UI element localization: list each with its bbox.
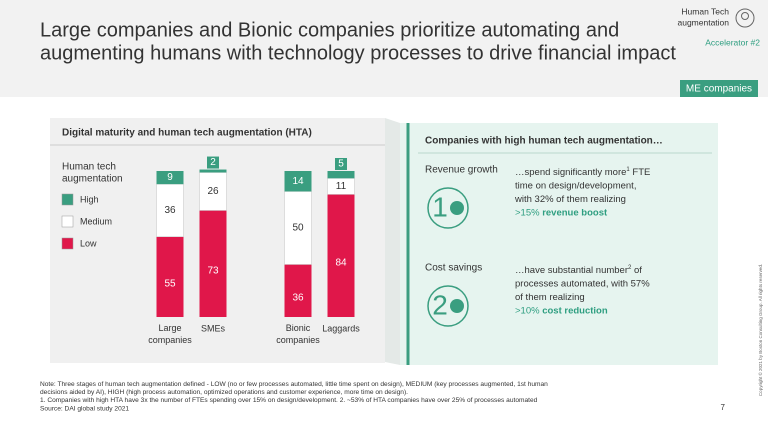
bar-segment <box>156 236 184 317</box>
finding-icon <box>427 187 469 229</box>
value-label-box <box>207 156 219 169</box>
finding-line: …have substantial number2 of <box>515 265 642 276</box>
segment-tag <box>680 80 758 97</box>
value-label: 36 <box>292 292 304 303</box>
value-label: 11 <box>336 181 347 192</box>
value-label: 9 <box>167 172 173 183</box>
segment-label: ME companies <box>686 84 752 95</box>
value-label: 14 <box>292 176 304 187</box>
text-run: 2 <box>628 265 632 271</box>
tag-icon <box>735 8 755 28</box>
x-tick-label: SMEs <box>201 323 226 333</box>
finding-heading: Cost savings <box>425 263 482 274</box>
finding-icon <box>450 201 464 215</box>
bar-segment <box>284 264 312 317</box>
text-run: time on design/development, <box>515 180 636 191</box>
note-line: Note: Three stages of human tech augment… <box>40 381 548 388</box>
value-label: 84 <box>335 257 347 268</box>
tag: Human Tech <box>681 6 729 16</box>
finding-line: >15% revenue boost <box>515 207 608 218</box>
x-tick-label: Laggards <box>322 323 360 333</box>
bar-segment <box>199 172 227 211</box>
tag-icon <box>741 12 749 20</box>
bar-segment <box>199 210 227 317</box>
note-line: decisions aided by AI), HIGH (high proce… <box>40 389 408 396</box>
notes: Note: Three stages of human tech augment… <box>40 381 548 413</box>
x-tick-label: Bionic companies <box>276 323 320 345</box>
text-run: >10% <box>515 305 542 316</box>
text-run: cost reduction <box>542 305 608 316</box>
legend-label: Medium <box>80 216 112 226</box>
accelerator: Accelerator #2 <box>705 37 760 47</box>
value-label-box <box>335 158 347 170</box>
text-run: …spend significantly more <box>515 167 626 178</box>
page-number: 7 <box>721 403 726 412</box>
finding-line: processes automated, with 57% <box>515 278 650 289</box>
finding-icon-number: 1 <box>432 191 448 222</box>
slide-title: augmenting humans with technology proces… <box>40 42 676 64</box>
text-run: …have substantial number <box>515 265 628 276</box>
text-run: revenue boost <box>542 207 608 218</box>
copyright: Copyright © 2021 by Boston Consulting Gr… <box>757 264 763 396</box>
findings-panel <box>400 123 718 365</box>
legend-swatch <box>61 215 74 228</box>
legend-label: High <box>80 194 99 204</box>
value-label: 50 <box>292 223 304 234</box>
legend: High Medium Low <box>61 193 112 250</box>
text-run: of them realizing <box>515 292 585 303</box>
finding-line: >10% cost reduction <box>515 305 608 316</box>
text-run: with 32% of them realizing <box>514 194 626 205</box>
legend-swatch <box>61 237 74 250</box>
text-run: >15% <box>515 207 542 218</box>
finding-icon-number: 2 <box>432 289 448 320</box>
bar-segment <box>284 171 312 192</box>
text-run: processes automated, with 57% <box>515 278 650 289</box>
finding-heading: Revenue growth <box>425 165 498 176</box>
legend-title: Human tech <box>62 162 116 173</box>
finding-line: …spend significantly more1 FTE <box>515 167 650 178</box>
legend-label: Low <box>80 238 97 248</box>
findings-title: Companies with high human tech augmentat… <box>425 136 663 147</box>
text-run: FTE <box>630 167 651 178</box>
value-label: 55 <box>164 278 176 289</box>
finding-icon <box>450 299 464 313</box>
legend-title: augmentation <box>62 174 123 185</box>
bar-segment <box>327 194 355 317</box>
value-label: 73 <box>207 265 219 276</box>
finding-line: with 32% of them realizing <box>514 194 626 205</box>
bar-segment <box>156 171 184 185</box>
bar-segment <box>327 171 355 179</box>
bars: 55 36 9 Large companies 73 26 2 SMEs 36 50 14 Bionic… <box>148 156 360 345</box>
value-label: 5 <box>338 159 344 170</box>
bar-segment <box>199 169 227 173</box>
header-band <box>0 0 768 97</box>
value-label: 26 <box>207 186 219 197</box>
x-tick-label: Large companies <box>148 323 192 345</box>
note-line: 1. Companies with high HTA have 3x the n… <box>40 397 538 404</box>
value-label: 2 <box>210 157 216 168</box>
finding-line: time on design/development, <box>515 180 636 191</box>
note-line: Source: DAI global study 2021 <box>40 405 129 412</box>
text-run: of <box>631 265 642 276</box>
text-run: 1 <box>626 167 630 173</box>
finding-line: of them realizing <box>515 292 585 303</box>
tag: augmentation <box>677 17 729 27</box>
chart-title: Digital maturity and human tech augmenta… <box>62 128 312 139</box>
connector <box>385 118 400 365</box>
value-label: 36 <box>164 205 176 216</box>
slide-title: Large companies and Bionic companies pri… <box>40 19 619 41</box>
finding-icon <box>427 285 469 327</box>
legend-swatch <box>61 193 74 206</box>
